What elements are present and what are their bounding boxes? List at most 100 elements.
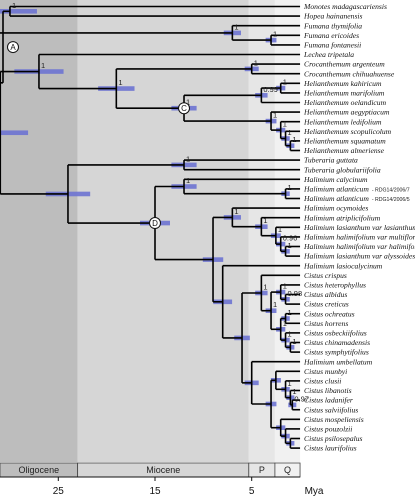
support-value: 1 [283, 282, 287, 291]
support-value: 1 [292, 135, 296, 144]
epoch-band [274, 0, 301, 462]
geologic-timescale: EoceneOligoceneMiocenePQ [0, 462, 301, 478]
axis-tick-label: 5 [249, 486, 255, 497]
taxon-label: Tuberaria globulariifolia [304, 165, 381, 174]
support-value: 1 [283, 78, 287, 87]
support-value: 1 [186, 176, 190, 185]
voucher-id: - RDG14/2006/7 [372, 188, 410, 194]
support-value: 1 [283, 319, 287, 328]
time-axis: 453525155Mya [0, 476, 324, 497]
calibration-nodes: ABCD [7, 41, 191, 230]
taxon-label: Crocanthemum chihuahuense [304, 69, 395, 78]
taxon-label: Fumana thymifolia [303, 21, 362, 30]
taxon-label: Cistus creticus [304, 300, 349, 309]
epoch-label: Oligocene [19, 465, 60, 475]
taxon-label: Halimium halimifolium var multiflorum [303, 233, 415, 242]
taxon-label: Cistus ochreatus [304, 309, 355, 318]
support-value: 1 [273, 30, 277, 39]
support-value: 1 [278, 225, 282, 234]
taxon-label: Halimium atlanticum - RDG14/2006/5 [303, 194, 410, 203]
taxon-label: Halimium atlanticum - RDG14/2006/7 [303, 185, 410, 194]
taxon-label: Hopea hainanensis [303, 12, 362, 21]
support-value: 1 [292, 337, 296, 346]
taxon-label: Cistus munbyi [304, 367, 347, 376]
epoch-label: Miocene [146, 465, 180, 475]
epoch-label: P [259, 465, 265, 475]
taxon-label: Cistus ladanifer [304, 396, 353, 405]
calibration-node-label: D [152, 219, 158, 228]
support-value: 1 [283, 120, 287, 129]
taxon-label: Helianthemum kahiricum [303, 79, 382, 88]
support-value: 1 [292, 387, 296, 396]
epoch-band [77, 0, 249, 462]
taxon-label: Halimium lasiocalycinum [303, 261, 383, 270]
taxon-label: Halimium atriplicifolium [303, 213, 381, 222]
support-value: 1 [288, 330, 292, 339]
voucher-id: - RDG14/2006/5 [372, 197, 410, 203]
support-value: 0.98 [288, 289, 303, 298]
support-value: 1 [186, 154, 190, 163]
taxon-label: Helianthemum scopulicolum [303, 127, 392, 136]
taxon-label: Cistus salviifolius [304, 405, 358, 414]
support-value: 1 [234, 22, 238, 31]
taxon-label: Fumana ericoides [303, 31, 359, 40]
taxon-label: Halimium lasianthum var lasianthum [303, 223, 415, 232]
support-value: 1 [254, 58, 258, 67]
taxon-label: Lechea tripetala [303, 50, 354, 59]
epoch-label: Q [284, 465, 291, 475]
calibration-node-marker [178, 102, 191, 115]
support-value: 1 [273, 300, 277, 309]
support-value: 1 [288, 241, 292, 250]
taxon-label: Tuberaria guttata [304, 156, 358, 165]
support-value: 1 [41, 61, 45, 70]
taxon-label: Cistus clusii [304, 377, 341, 386]
taxon-label: Fumana fontanesii [303, 41, 361, 50]
taxon-label: Halimium lasianthum var alyssoides [303, 252, 415, 261]
taxon-label: Halimium halimifolium var halimifolium [303, 242, 415, 251]
taxon-label: Helianthemum oelandicum [303, 98, 387, 107]
support-value: 0.99 [263, 85, 278, 94]
taxon-label: Cistus chinamadensis [304, 338, 370, 347]
support-value: 1 [118, 78, 122, 87]
support-value: 1 [288, 128, 292, 137]
taxon-label: Cistus mospeliensis [304, 415, 364, 424]
support-value: 0.96 [283, 234, 298, 243]
taxon-label: Cistus osbeckiifolius [304, 329, 367, 338]
taxon-label: Helianthemum squamatum [303, 137, 386, 146]
support-value: 1 [288, 379, 292, 388]
axis-tick-label: 15 [149, 486, 161, 497]
support-value: 1 [186, 98, 190, 107]
calibration-node-label: C [181, 104, 187, 113]
calibration-node-marker [149, 217, 161, 230]
support-value: 1 [12, 1, 16, 10]
support-value: 1 [234, 207, 238, 216]
taxon-label: Cistus psilosepalus [304, 434, 362, 443]
taxon-label: Cistus symphytifolius [304, 348, 369, 357]
axis-unit-label: Mya [305, 486, 324, 497]
calibration-node-marker [7, 41, 19, 54]
support-value: 1 [263, 283, 267, 292]
axis-tick-label: 25 [53, 486, 65, 497]
taxon-label: Halimium calycinum [303, 175, 368, 184]
support-value: 1 [288, 308, 292, 317]
taxon-label: Cistus laurifolius [304, 444, 357, 453]
hpd-bar [0, 9, 37, 14]
taxon-label: Helianthemum ledifolium [303, 117, 382, 126]
taxon-label: Cistus pouzolzii [304, 425, 352, 434]
calibration-node-label: A [10, 43, 16, 52]
support-value: 0.97 [294, 394, 309, 403]
taxon-label: Halimium ocymoides [303, 204, 368, 213]
support-value: 1 [288, 183, 292, 192]
taxon-label: Cistus crispus [304, 271, 347, 280]
taxon-label: Crocanthemum argenteum [304, 60, 385, 69]
support-value: 1 [263, 216, 267, 225]
taxon-label: Monotes madagascariensis [303, 2, 387, 11]
taxon-label: Helianthemum aegyptiacum [303, 108, 390, 117]
taxon-label: Cistus heterophyllus [304, 281, 366, 290]
taxon-label: Cistus horrens [304, 319, 348, 328]
taxon-label: Halimium umbellatum [303, 357, 373, 366]
taxon-label: Helianthemum almeriense [303, 146, 385, 155]
taxon-label: Cistus albidus [304, 290, 347, 299]
